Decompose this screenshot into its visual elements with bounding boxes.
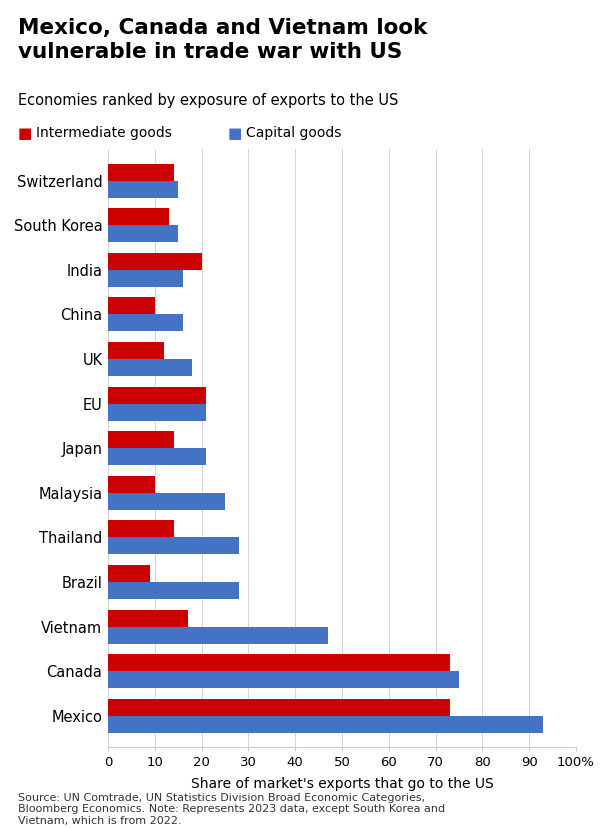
Bar xyxy=(108,654,449,671)
Text: Mexico, Canada and Vietnam look
vulnerable in trade war with US: Mexico, Canada and Vietnam look vulnerab… xyxy=(18,18,427,62)
Bar xyxy=(108,715,543,733)
Bar xyxy=(108,342,164,359)
Text: Capital goods: Capital goods xyxy=(246,126,341,140)
Bar xyxy=(108,359,192,376)
Bar xyxy=(108,225,178,242)
Bar xyxy=(108,253,202,270)
Text: ■: ■ xyxy=(18,126,32,141)
Bar xyxy=(108,699,449,715)
Bar xyxy=(108,297,155,315)
Bar xyxy=(108,537,239,554)
Bar xyxy=(108,627,328,643)
Bar xyxy=(108,476,155,493)
Bar xyxy=(108,315,183,331)
Bar xyxy=(108,671,459,688)
Bar xyxy=(108,164,173,181)
Bar xyxy=(108,181,178,198)
Text: Economies ranked by exposure of exports to the US: Economies ranked by exposure of exports … xyxy=(18,93,398,108)
Bar xyxy=(108,565,150,582)
Bar xyxy=(108,403,206,421)
Text: Source: UN Comtrade, UN Statistics Division Broad Economic Categories,
Bloomberg: Source: UN Comtrade, UN Statistics Divis… xyxy=(18,793,445,826)
Bar xyxy=(108,270,183,286)
Bar xyxy=(108,582,239,599)
X-axis label: Share of market's exports that go to the US: Share of market's exports that go to the… xyxy=(191,778,493,791)
Bar xyxy=(108,448,206,465)
Bar xyxy=(108,387,206,403)
Bar xyxy=(108,610,188,627)
Bar xyxy=(108,520,173,537)
Bar xyxy=(108,493,225,510)
Bar xyxy=(108,208,169,225)
Bar xyxy=(108,432,173,448)
Text: Intermediate goods: Intermediate goods xyxy=(36,126,172,140)
Text: ■: ■ xyxy=(228,126,242,141)
